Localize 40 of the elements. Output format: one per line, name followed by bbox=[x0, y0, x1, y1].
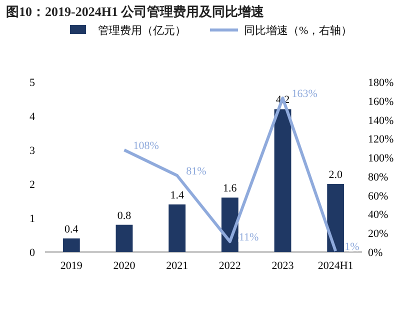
y2-tick-label: 20% bbox=[368, 228, 388, 240]
data-label: 108% bbox=[133, 140, 159, 152]
bar bbox=[62, 238, 80, 252]
x-tick-label: 2023 bbox=[272, 260, 294, 272]
bar bbox=[168, 204, 186, 252]
bar bbox=[327, 184, 344, 252]
x-tick-label: 2022 bbox=[218, 260, 241, 272]
x-tick-label: 2024H1 bbox=[318, 260, 354, 272]
data-label: 0.4 bbox=[64, 223, 79, 236]
y2-tick-label: 0% bbox=[368, 247, 383, 259]
y2-tick-label: 160% bbox=[368, 96, 394, 108]
y2-tick-label: 180% bbox=[368, 77, 394, 89]
data-label: 0.8 bbox=[117, 210, 132, 222]
data-label: 1.6 bbox=[223, 182, 238, 195]
x-tick-label: 2020 bbox=[113, 260, 136, 272]
y-tick-label: 2 bbox=[30, 179, 35, 191]
data-label: 1.4 bbox=[170, 189, 184, 202]
y-tick-label: 4 bbox=[30, 111, 36, 123]
legend-label: 管理费用（亿元） bbox=[98, 24, 186, 37]
y-tick-label: 1 bbox=[30, 213, 35, 225]
y2-tick-label: 140% bbox=[368, 114, 394, 127]
data-label: 2.0 bbox=[328, 169, 343, 181]
data-label: 1% bbox=[344, 241, 360, 254]
data-label: 81% bbox=[186, 166, 206, 178]
y2-tick-label: 120% bbox=[368, 134, 394, 146]
legend-label: 同比增速（%，右轴） bbox=[244, 24, 352, 37]
y2-tick-label: 100% bbox=[368, 152, 394, 165]
data-label: 11% bbox=[238, 232, 259, 244]
y2-tick-label: 80% bbox=[368, 171, 388, 184]
data-label: 163% bbox=[292, 88, 318, 100]
y2-tick-label: 60% bbox=[368, 190, 388, 202]
y-tick-label: 0 bbox=[30, 247, 36, 259]
y2-tick-label: 40% bbox=[368, 209, 388, 222]
x-tick-label: 2021 bbox=[166, 260, 188, 272]
y-tick-label: 3 bbox=[30, 145, 36, 157]
y-tick-label: 5 bbox=[30, 77, 36, 89]
bar bbox=[274, 109, 292, 252]
chart-title: 图10：2019-2024H1 公司管理费用及同比增速 bbox=[6, 4, 266, 19]
bar bbox=[116, 224, 133, 252]
x-tick-label: 2019 bbox=[60, 260, 83, 272]
